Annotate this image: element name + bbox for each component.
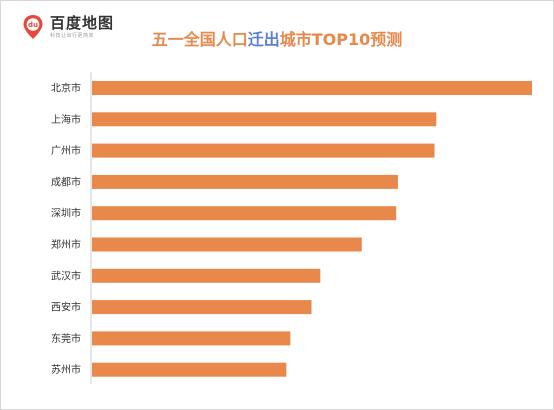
bar bbox=[92, 300, 312, 315]
chart-title: 五一全国人口迁出城市TOP10预测 bbox=[0, 26, 554, 50]
chart-title-part1: 五一全国人口 bbox=[151, 30, 248, 49]
category-label: 广州市 bbox=[51, 144, 81, 157]
category-label: 北京市 bbox=[51, 82, 81, 95]
category-label: 成都市 bbox=[51, 175, 81, 188]
bar bbox=[92, 206, 397, 221]
brand-slogan: 科技让出行更简单 bbox=[50, 32, 95, 39]
chart-title-part3: 城市TOP10预测 bbox=[279, 30, 403, 49]
baidu-map-pin-icon: du bbox=[23, 15, 43, 39]
bar bbox=[92, 268, 321, 283]
bar bbox=[92, 112, 437, 127]
brand-logo: du 百度地图 科技让出行更简单 bbox=[22, 12, 114, 42]
category-label: 东莞市 bbox=[51, 332, 81, 345]
category-label: 郑州市 bbox=[51, 238, 81, 251]
category-label: 上海市 bbox=[51, 113, 81, 126]
brand-name: 百度地图 bbox=[50, 13, 115, 32]
bar bbox=[92, 143, 435, 158]
category-label: 西安市 bbox=[51, 301, 81, 314]
bar bbox=[92, 174, 398, 189]
category-label: 深圳市 bbox=[51, 207, 81, 220]
category-label: 武汉市 bbox=[51, 269, 81, 282]
chart-title-part2: 迁出 bbox=[247, 30, 280, 49]
bar bbox=[92, 81, 532, 95]
brand-icon-text: du bbox=[28, 21, 38, 29]
bar bbox=[92, 237, 362, 252]
category-label: 苏州市 bbox=[51, 363, 81, 376]
bar bbox=[92, 331, 291, 346]
bar bbox=[92, 362, 287, 377]
